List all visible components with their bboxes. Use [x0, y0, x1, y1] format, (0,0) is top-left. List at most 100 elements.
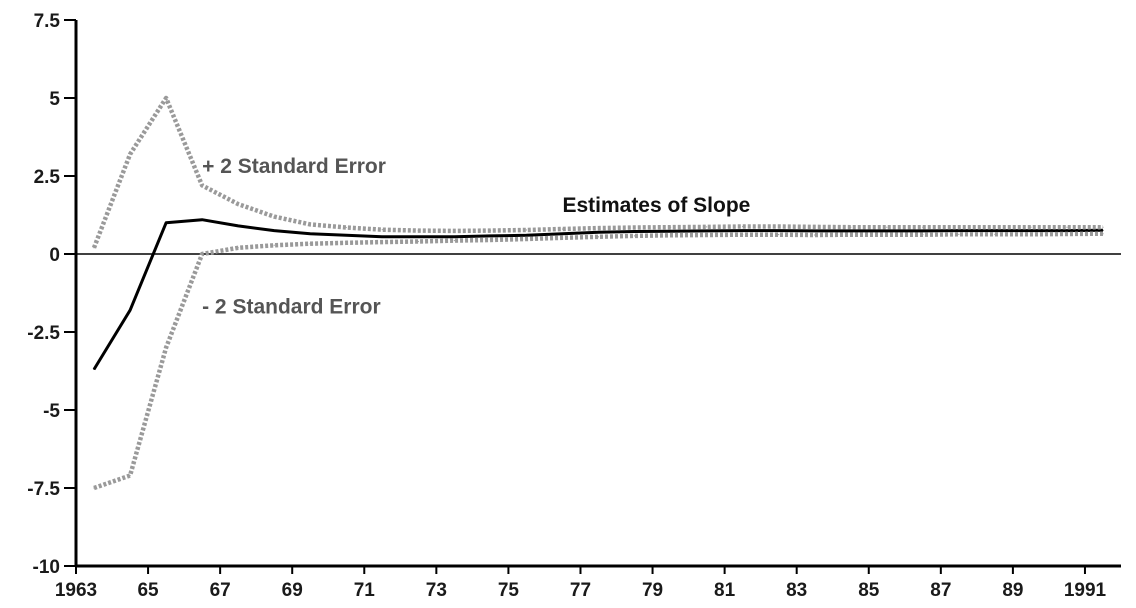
data-point-estimates-of-slope [237, 225, 239, 227]
data-point-estimates-of-slope [345, 234, 347, 236]
data-point-2-standard-error [669, 226, 672, 228]
x-tick-label: 81 [714, 580, 736, 601]
x-tick-label: 73 [426, 580, 447, 601]
data-point-estimates-of-slope [778, 230, 780, 232]
series-line-2-standard-error [93, 231, 1104, 491]
data-point-estimates-of-slope [814, 230, 816, 232]
y-tick-label: 0 [49, 245, 60, 266]
data-point-2-standard-error [850, 234, 852, 236]
data-point-estimates-of-slope [1102, 229, 1104, 231]
data-point-estimates-of-slope [994, 230, 996, 232]
data-point-2-standard-error [417, 230, 419, 232]
data-point-2-standard-error [453, 239, 455, 242]
y-tick-label: -10 [33, 557, 60, 578]
data-point-estimates-of-slope [706, 230, 708, 232]
annotations: + 2 Standard Error - 2 Standard Error Es… [202, 155, 750, 318]
data-point-2-standard-error [706, 234, 708, 236]
data-point-2-standard-error [742, 234, 744, 236]
data-point-2-standard-error [922, 226, 924, 228]
x-tick-label: 67 [210, 580, 231, 601]
y-tick-label: -7.5 [27, 479, 60, 500]
data-point-2-standard-error [309, 243, 311, 245]
data-point-estimates-of-slope [561, 233, 564, 235]
x-tick-label: 89 [1002, 580, 1023, 601]
data-point-estimates-of-slope [850, 230, 852, 232]
data-point-2-standard-error [129, 474, 131, 477]
data-point-estimates-of-slope [886, 230, 888, 232]
x-tick-label: 71 [354, 580, 376, 601]
data-point-2-standard-error [237, 247, 239, 249]
data-point-estimates-of-slope [309, 233, 311, 235]
data-point-estimates-of-slope [489, 235, 491, 237]
data-point-2-standard-error [561, 237, 564, 239]
data-point-2-standard-error [165, 97, 167, 99]
data-point-2-standard-error [1030, 233, 1032, 235]
data-point-2-standard-error [633, 226, 636, 229]
data-point-2-standard-error [1066, 233, 1068, 235]
data-point-2-standard-error [1030, 226, 1032, 228]
data-point-2-standard-error [489, 230, 491, 232]
data-point-2-standard-error [922, 234, 924, 236]
data-point-estimates-of-slope [958, 230, 960, 232]
data-point-2-standard-error [886, 226, 888, 228]
data-point-estimates-of-slope [922, 230, 924, 232]
data-point-2-standard-error [129, 153, 131, 155]
x-tick-label: 83 [786, 580, 807, 601]
data-point-2-standard-error [958, 233, 960, 235]
data-point-2-standard-error [489, 239, 491, 241]
x-tick-label: 77 [570, 580, 591, 601]
x-tick-label: 1963 [55, 580, 97, 601]
data-point-2-standard-error [381, 229, 383, 231]
annotation-estimates-of-slope: Estimates of Slope [562, 194, 750, 217]
data-point-estimates-of-slope [165, 222, 167, 224]
data-point-estimates-of-slope [1066, 230, 1068, 232]
data-point-2-standard-error [633, 235, 636, 237]
data-point-estimates-of-slope [1030, 230, 1032, 232]
data-point-estimates-of-slope [417, 236, 419, 238]
data-point-2-standard-error [417, 240, 419, 243]
data-point-2-standard-error [597, 236, 600, 238]
data-point-2-standard-error [1066, 226, 1068, 228]
data-point-2-standard-error [669, 234, 672, 236]
data-point-2-standard-error [345, 242, 347, 244]
data-point-2-standard-error [597, 227, 600, 229]
data-point-2-standard-error [706, 226, 708, 228]
data-point-estimates-of-slope [597, 231, 600, 233]
x-tick-label: 79 [642, 580, 663, 601]
y-tick-label: 7.5 [34, 11, 61, 32]
data-point-2-standard-error [273, 244, 275, 246]
data-point-2-standard-error [742, 225, 744, 228]
x-tick-label: 65 [137, 580, 159, 601]
data-point-estimates-of-slope [93, 368, 95, 371]
data-point-estimates-of-slope [201, 219, 203, 221]
x-tick-label: 1991 [1064, 580, 1107, 601]
data-point-2-standard-error [561, 228, 564, 230]
y-tick-label: 5 [49, 89, 60, 110]
data-point-estimates-of-slope [525, 234, 528, 236]
y-tick-label: -5 [43, 401, 60, 422]
x-tick-label: 69 [282, 580, 303, 601]
y-tick-label: 2.5 [34, 167, 61, 188]
data-point-2-standard-error [345, 226, 347, 229]
data-point-2-standard-error [165, 347, 167, 349]
data-point-2-standard-error [886, 234, 888, 236]
annotation-plus-2-standard-error: + 2 Standard Error [202, 155, 386, 178]
data-point-2-standard-error [453, 230, 455, 232]
data-point-2-standard-error [381, 241, 383, 243]
data-point-2-standard-error [309, 223, 311, 225]
data-point-2-standard-error [201, 253, 203, 255]
data-point-estimates-of-slope [273, 230, 275, 232]
data-point-estimates-of-slope [453, 236, 455, 238]
data-point-estimates-of-slope [742, 230, 744, 232]
data-point-2-standard-error [778, 225, 780, 228]
data-point-2-standard-error [93, 247, 95, 249]
data-point-2-standard-error [814, 234, 816, 236]
x-tick-label: 75 [498, 580, 520, 601]
data-point-estimates-of-slope [669, 230, 672, 232]
series-group [91, 95, 1104, 491]
x-tick-label: 87 [930, 580, 951, 601]
data-point-2-standard-error [525, 238, 528, 240]
data-point-2-standard-error [994, 226, 996, 228]
